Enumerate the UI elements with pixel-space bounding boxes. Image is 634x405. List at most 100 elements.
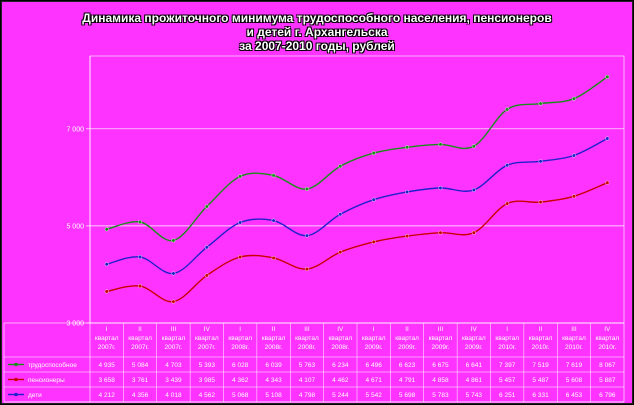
series-0-point-2	[171, 238, 176, 243]
x-tick-label: 2008г.	[231, 344, 249, 351]
series-2-point-11	[471, 187, 476, 192]
x-tick-label: III	[571, 326, 577, 333]
x-tick-label: квартал	[128, 335, 152, 342]
series-0-point-10	[438, 142, 443, 147]
series-0-point-1	[138, 220, 143, 225]
series-2-point-0	[104, 262, 109, 267]
x-tick-label: 2007г.	[198, 344, 216, 351]
y-tick-label: 5 000	[66, 223, 84, 230]
data-label: 4 791	[399, 377, 416, 384]
series-2-point-9	[405, 189, 410, 194]
series-0-point-9	[405, 145, 410, 150]
data-label: 5 108	[265, 392, 282, 399]
x-tick-label: 2009г.	[432, 344, 450, 351]
series-1-point-11	[471, 230, 476, 235]
series-2-point-3	[204, 245, 209, 250]
x-tick-label: III	[438, 326, 444, 333]
x-tick-label: квартал	[395, 335, 419, 342]
x-tick-label: III	[304, 326, 310, 333]
x-tick-label: квартал	[462, 335, 486, 342]
x-tick-label: II	[138, 326, 142, 333]
data-label: 6 028	[232, 362, 249, 369]
chart-title-line-3: за 2007-2010 годы, рублей	[239, 39, 395, 53]
data-label: 3 761	[132, 377, 149, 384]
data-label: 4 018	[165, 392, 182, 399]
data-label: 6 675	[432, 362, 449, 369]
data-label: 5 068	[232, 392, 249, 399]
series-1-point-5	[271, 255, 276, 260]
series-1-point-9	[405, 234, 410, 239]
x-tick-label: IV	[337, 326, 344, 333]
series-2-point-5	[271, 218, 276, 223]
series-1-point-1	[138, 284, 143, 289]
x-tick-label: I	[506, 326, 508, 333]
series-line-2	[106, 137, 608, 275]
legend-label-2: дети	[28, 392, 42, 399]
x-tick-label: 2009г.	[465, 344, 483, 351]
data-label: 4 462	[332, 377, 349, 384]
series-layer	[104, 74, 610, 304]
data-label: 4 343	[265, 377, 282, 384]
x-tick-label: IV	[204, 326, 211, 333]
x-tick-label: 2010г.	[532, 344, 550, 351]
series-1-point-15	[605, 180, 610, 185]
x-tick-label: квартал	[195, 335, 219, 342]
series-2-point-13	[538, 159, 543, 164]
data-label: 4 861	[466, 377, 483, 384]
series-2-point-2	[171, 271, 176, 276]
series-0-point-13	[538, 101, 543, 106]
data-label: 4 562	[199, 392, 216, 399]
series-2-point-4	[238, 220, 243, 225]
x-tick-label: квартал	[295, 335, 319, 342]
x-tick-label: I	[373, 326, 375, 333]
legend-label-0: трудоспособное	[28, 361, 77, 369]
data-label: 5 487	[532, 377, 549, 384]
series-0-point-4	[238, 174, 243, 179]
x-tick-label: IV	[471, 326, 478, 333]
data-label: 5 887	[599, 377, 616, 384]
x-tick-label: квартал	[596, 335, 620, 342]
data-label: 5 608	[566, 377, 583, 384]
series-0-point-12	[505, 107, 510, 112]
data-label: 6 251	[499, 392, 516, 399]
series-0-point-5	[271, 173, 276, 178]
legend-key-marker-1	[14, 377, 18, 382]
chart-title-line-1: Динамика прожиточного минимума трудоспос…	[82, 11, 552, 25]
data-label: 5 763	[299, 362, 316, 369]
data-label: 6 796	[599, 392, 616, 399]
data-table: Iквартал2007г.IIквартал2007г.IIIквартал2…	[3, 322, 625, 403]
series-2-point-1	[138, 254, 143, 259]
x-tick-label: II	[405, 326, 409, 333]
series-0-point-3	[204, 204, 209, 209]
x-tick-label: I	[106, 326, 108, 333]
series-1-point-10	[438, 230, 443, 235]
x-tick-label: квартал	[162, 335, 186, 342]
data-label: 5 393	[199, 362, 216, 369]
data-label: 4 858	[432, 377, 449, 384]
data-label: 4 703	[165, 362, 182, 369]
series-1-point-7	[338, 250, 343, 255]
legend-label-1: пенсионеры	[28, 377, 65, 384]
data-label: 5 244	[332, 392, 349, 399]
legend-key-marker-0	[14, 362, 18, 367]
series-1-point-8	[371, 239, 376, 244]
x-tick-label: 2007г.	[131, 344, 149, 351]
series-0-point-7	[338, 164, 343, 169]
data-label: 5 542	[366, 392, 383, 399]
y-tick-label: 7 000	[66, 126, 84, 133]
series-1-point-2	[171, 299, 176, 304]
data-label: 3 439	[165, 377, 182, 384]
y-tick-label: 3 000	[66, 321, 84, 328]
data-label: 6 234	[332, 362, 349, 369]
series-2-point-12	[505, 163, 510, 168]
x-tick-label: I	[239, 326, 241, 333]
data-label: 6 623	[399, 362, 416, 369]
series-2-point-10	[438, 186, 443, 191]
x-tick-label: квартал	[562, 335, 586, 342]
x-tick-label: квартал	[362, 335, 386, 342]
data-label: 4 212	[99, 392, 116, 399]
data-label: 8 067	[599, 362, 616, 369]
series-0-point-11	[471, 144, 476, 149]
x-tick-label: 2010г.	[598, 344, 616, 351]
